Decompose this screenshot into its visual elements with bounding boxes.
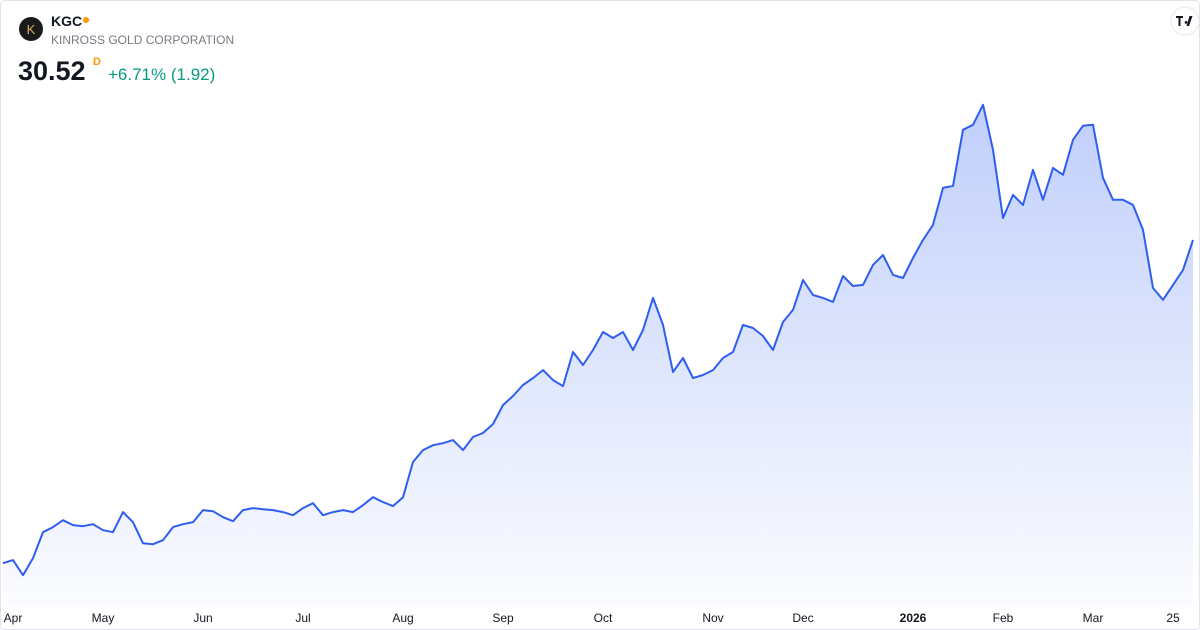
- x-tick-label: Jul: [295, 611, 310, 625]
- x-tick-label: May: [92, 611, 115, 625]
- area-fill: [3, 104, 1193, 607]
- logo-letter: K: [27, 22, 36, 37]
- x-tick-label: Apr: [4, 611, 23, 625]
- tv-logo: [1170, 6, 1200, 36]
- status-dot: [83, 17, 89, 23]
- x-tick-label: Oct: [594, 611, 613, 625]
- x-tick-label: Jun: [193, 611, 212, 625]
- price-change: +6.71% (1.92): [108, 65, 216, 84]
- x-tick-label: 25: [1166, 611, 1180, 625]
- price-line: [2, 103, 1194, 577]
- x-tick-label: Sep: [492, 611, 514, 625]
- company-name: KINROSS GOLD CORPORATION: [51, 33, 235, 47]
- interval: D: [93, 56, 101, 68]
- x-tick-label: Aug: [392, 611, 413, 625]
- x-tick-label: Mar: [1083, 611, 1104, 625]
- price: 30.52: [18, 56, 86, 86]
- x-tick-label: 2026: [900, 611, 927, 625]
- ticker: KGC: [51, 13, 83, 29]
- x-tick-label: Nov: [702, 611, 723, 625]
- x-tick-label: Dec: [792, 611, 813, 625]
- x-tick-label: Feb: [993, 611, 1014, 625]
- logo-badge: [19, 17, 43, 41]
